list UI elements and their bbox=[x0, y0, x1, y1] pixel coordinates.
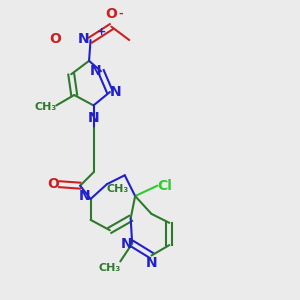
Text: N: N bbox=[77, 32, 89, 46]
Text: N: N bbox=[121, 237, 132, 250]
Text: +: + bbox=[97, 27, 106, 37]
Text: O: O bbox=[47, 177, 59, 191]
Text: O: O bbox=[105, 7, 117, 21]
Text: O: O bbox=[49, 32, 61, 46]
Text: -: - bbox=[119, 8, 123, 18]
Text: N: N bbox=[88, 111, 99, 125]
Text: N: N bbox=[89, 64, 101, 78]
Text: CH₃: CH₃ bbox=[107, 184, 129, 194]
Text: Cl: Cl bbox=[158, 179, 172, 193]
Text: N: N bbox=[79, 189, 91, 203]
Text: N: N bbox=[146, 256, 157, 269]
Text: N: N bbox=[110, 85, 122, 99]
Text: CH₃: CH₃ bbox=[98, 263, 120, 273]
Text: CH₃: CH₃ bbox=[34, 102, 56, 112]
